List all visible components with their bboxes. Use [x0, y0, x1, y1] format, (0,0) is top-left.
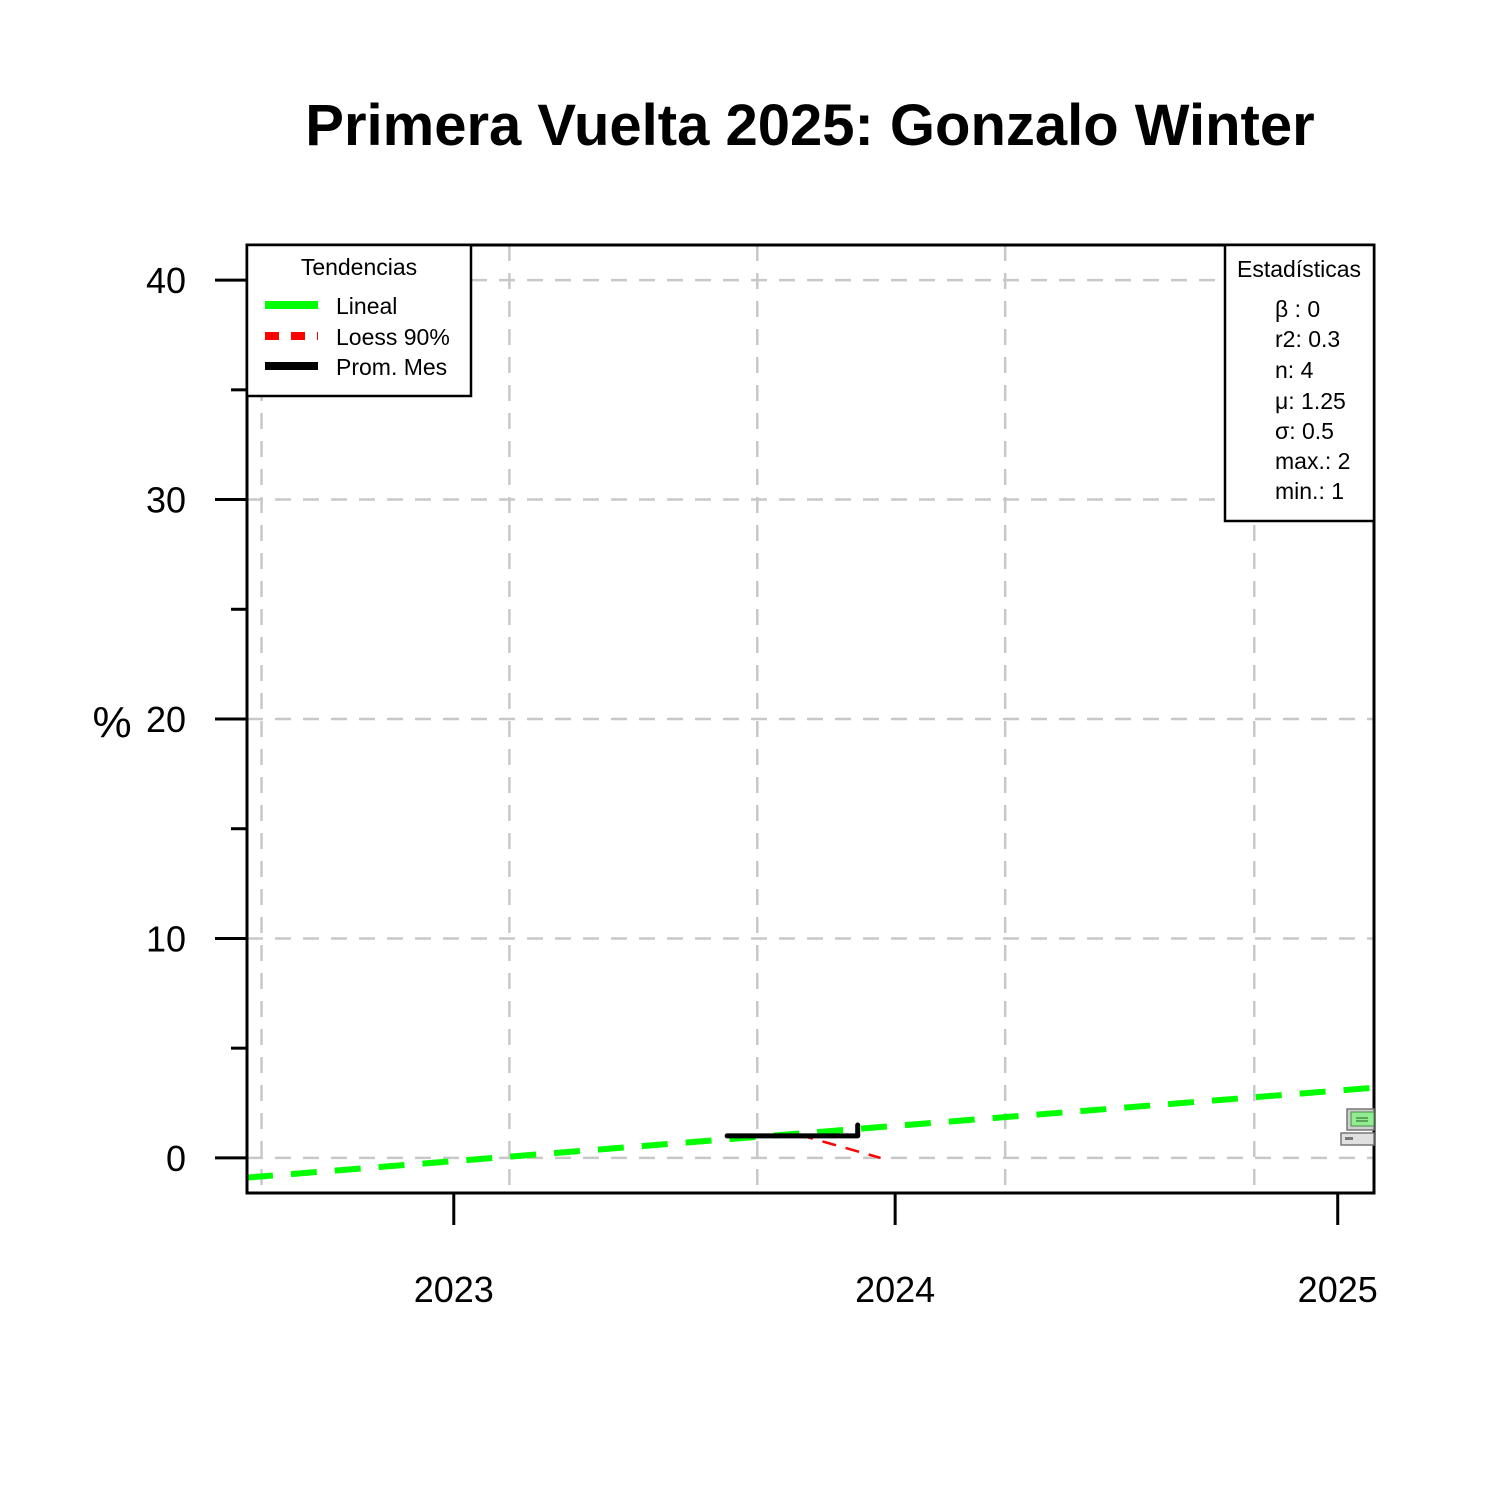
legend-title: Tendencias [301, 254, 417, 280]
x-tick-label: 2025 [1298, 1269, 1378, 1310]
y-tick-label: 10 [146, 918, 186, 959]
y-axis-label: % [92, 698, 131, 747]
stats-line-n: n: 4 [1275, 357, 1314, 383]
stats-line-max: max.: 2 [1275, 448, 1350, 474]
stats-frame [1223, 243, 1376, 523]
grid [247, 245, 1374, 1193]
legend-label-lineal: Lineal [336, 293, 397, 319]
y-tick-label: 20 [146, 699, 186, 740]
stats-line-r2: r2: 0.3 [1275, 326, 1340, 352]
computer-icon [1340, 1108, 1375, 1146]
series-line-linear [247, 1084, 1374, 1181]
y-tick-label: 40 [146, 260, 186, 301]
series-line-monthly-mean [724, 1122, 861, 1139]
stats-title: Estadísticas [1237, 256, 1361, 282]
legend-label-prom-mes: Prom. Mes [336, 354, 447, 380]
legend: Tendencias Lineal Loess 90% Prom. Mes [245, 243, 473, 398]
legend-label-loess: Loess 90% [336, 324, 450, 350]
x-axis: 2023 2024 2025 [414, 1193, 1378, 1310]
chart-title: Primera Vuelta 2025: Gonzalo Winter [305, 93, 1314, 158]
stats-line-sd: σ: 0.5 [1275, 418, 1334, 444]
stats-box: Estadísticas β : 0 r2: 0.3 n: 4 μ: 1.25 … [1223, 243, 1376, 523]
stats-line-beta: β : 0 [1275, 296, 1320, 322]
legend-box [245, 243, 473, 398]
y-tick-label: 0 [166, 1138, 186, 1179]
y-tick-label: 30 [146, 480, 186, 521]
x-tick-label: 2024 [855, 1269, 935, 1310]
stats-line-min: min.: 1 [1275, 478, 1344, 504]
y-axis: 0 10 20 30 40 [146, 260, 247, 1179]
series-layer [247, 1084, 1374, 1181]
x-tick-label: 2023 [414, 1269, 494, 1310]
stats-line-mean: μ: 1.25 [1275, 388, 1346, 414]
